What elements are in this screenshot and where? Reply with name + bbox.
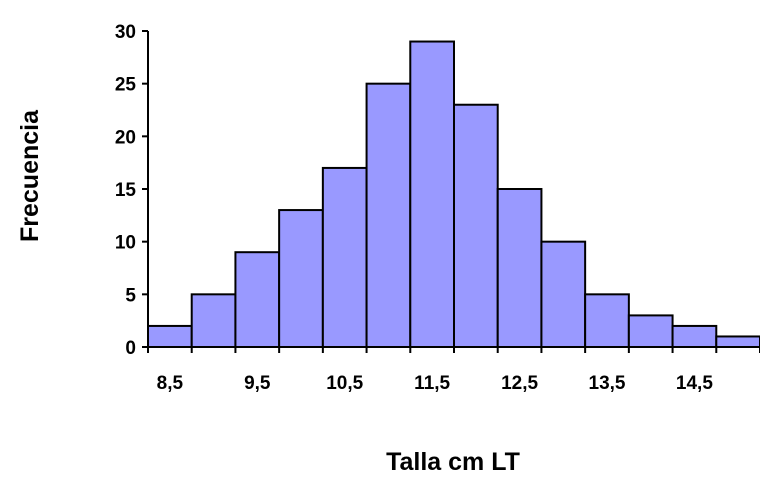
bar-12: [453, 103, 499, 348]
bar-11: [365, 82, 412, 349]
x-axis: 8,5 9,5 10,5 11,5 12,5 13,5 14,5: [147, 346, 760, 394]
bar-9: [190, 293, 237, 349]
bar-10,5: [321, 166, 368, 348]
x-tick-label-14,5: 14,5: [676, 373, 713, 394]
y-tick-label-15: 15: [115, 180, 137, 201]
bar-13: [540, 240, 587, 349]
x-tick-label-9,5: 9,5: [244, 373, 271, 394]
bar-10: [278, 209, 324, 348]
bar-8,5: [147, 324, 193, 348]
bar-14: [627, 314, 674, 348]
x-tick-label-10,5: 10,5: [326, 373, 363, 394]
x-axis-title: Talla cm LT: [386, 448, 520, 476]
y-axis: 0 5 10 15 20 25 30: [115, 22, 149, 359]
bars-group: [147, 40, 760, 349]
y-tick-label-5: 5: [125, 285, 136, 306]
x-tick-label-12,5: 12,5: [501, 373, 538, 394]
bar-12,5: [496, 188, 543, 348]
x-tick-label-13,5: 13,5: [589, 373, 626, 394]
bar-9,5: [234, 251, 281, 348]
y-tick-label-20: 20: [115, 127, 136, 148]
bar-11,5: [409, 40, 455, 349]
y-tick-label-30: 30: [115, 22, 136, 43]
bar-15: [715, 335, 760, 349]
x-tick-label-8,5: 8,5: [157, 373, 184, 394]
bar-13,5: [584, 293, 630, 349]
x-tick-label-11,5: 11,5: [414, 373, 450, 394]
bar-14,5: [671, 324, 718, 348]
y-tick-label-25: 25: [115, 75, 137, 96]
y-tick-label-10: 10: [115, 233, 136, 254]
y-axis-title: Frecuencia: [16, 109, 44, 242]
y-tick-label-0: 0: [125, 338, 136, 359]
